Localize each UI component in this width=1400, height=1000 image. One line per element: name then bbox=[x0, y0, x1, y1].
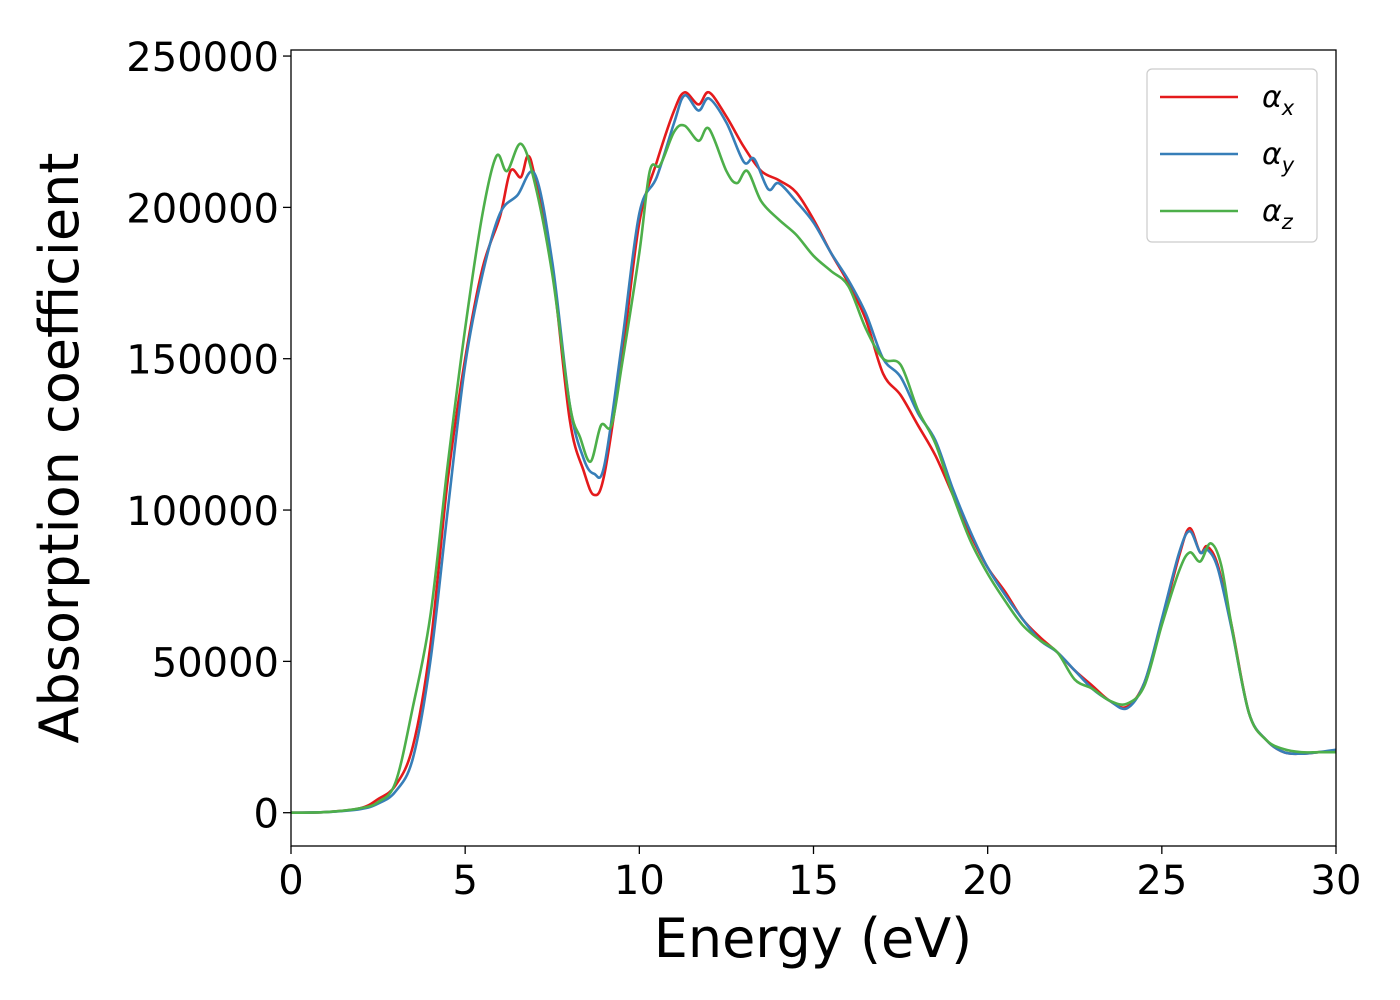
y-tick-label: 200000 bbox=[126, 186, 279, 232]
y-tick-label: 250000 bbox=[126, 35, 279, 81]
x-tick-label: 20 bbox=[962, 858, 1013, 904]
y-tick-label: 150000 bbox=[126, 338, 279, 384]
series-layer bbox=[290, 91, 1337, 815]
x-axis: 0 5 10 15 20 25 30 bbox=[278, 846, 1361, 904]
y-tick-label: 100000 bbox=[126, 489, 279, 535]
y-axis-title: Absorption coefficient bbox=[28, 153, 91, 744]
x-tick-label: 25 bbox=[1136, 858, 1187, 904]
y-axis: 0 50000 100000 150000 200000 250000 bbox=[126, 35, 291, 838]
x-tick-label: 15 bbox=[788, 858, 839, 904]
series-line-alpha-y bbox=[290, 94, 1337, 815]
x-axis-title: Energy (eV) bbox=[654, 907, 973, 970]
x-tick-label: 30 bbox=[1311, 858, 1362, 904]
x-tick-label: 0 bbox=[278, 858, 303, 904]
series-line-alpha-z bbox=[290, 123, 1336, 815]
y-tick-label: 50000 bbox=[152, 640, 279, 686]
legend-box bbox=[1146, 68, 1318, 243]
y-tick-label: 0 bbox=[254, 792, 279, 838]
x-tick-label: 10 bbox=[614, 858, 665, 904]
x-tick-label: 5 bbox=[452, 858, 477, 904]
